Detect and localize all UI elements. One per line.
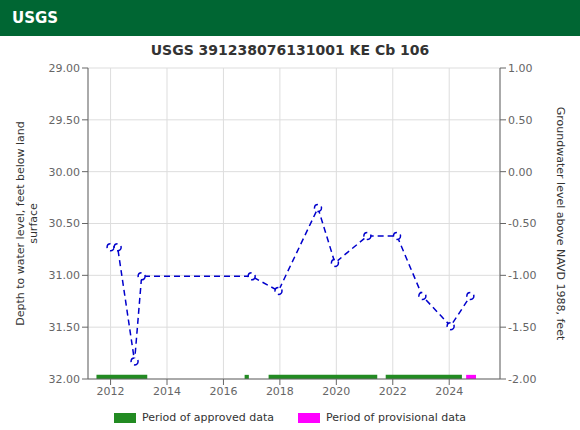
svg-text:2014: 2014 <box>153 385 181 398</box>
svg-text:-0.50: -0.50 <box>508 217 536 230</box>
svg-text:31.50: 31.50 <box>49 321 81 334</box>
html-text:USGS: USGS <box>12 9 59 27</box>
svg-text:30.00: 30.00 <box>49 166 81 179</box>
svg-text:-1.50: -1.50 <box>508 321 536 334</box>
svg-text:0.50: 0.50 <box>508 114 533 127</box>
svg-text:29.50: 29.50 <box>49 114 81 127</box>
html-text:Period of approved data: Period of approved data <box>141 411 275 424</box>
svg-text:2012: 2012 <box>97 385 125 398</box>
html-text:USGS 391238076131001 KE Cb 106: USGS 391238076131001 KE Cb 106 <box>150 42 430 58</box>
svg-text:2016: 2016 <box>209 385 237 398</box>
svg-text:31.00: 31.00 <box>49 269 81 282</box>
svg-text:Groundwater level above NAVD 1: Groundwater level above NAVD 1988, feet <box>554 107 567 341</box>
svg-text:0.00: 0.00 <box>508 166 533 179</box>
svg-text:Depth to water level, feet bel: Depth to water level, feet below land <box>14 121 27 326</box>
svg-text:2018: 2018 <box>266 385 294 398</box>
svg-text:-2.00: -2.00 <box>508 373 536 386</box>
svg-text:2020: 2020 <box>322 385 350 398</box>
svg-text:-1.00: -1.00 <box>508 269 536 282</box>
html-text:Period of provisional data: Period of provisional data <box>326 411 467 424</box>
svg-text:30.50: 30.50 <box>49 217 81 230</box>
svg-text:32.00: 32.00 <box>49 373 81 386</box>
svg-text:1.00: 1.00 <box>508 62 533 75</box>
svg-text:29.00: 29.00 <box>49 62 81 75</box>
svg-text:2024: 2024 <box>435 385 463 398</box>
svg-text:2022: 2022 <box>379 385 407 398</box>
svg-text:surface: surface <box>27 203 40 244</box>
